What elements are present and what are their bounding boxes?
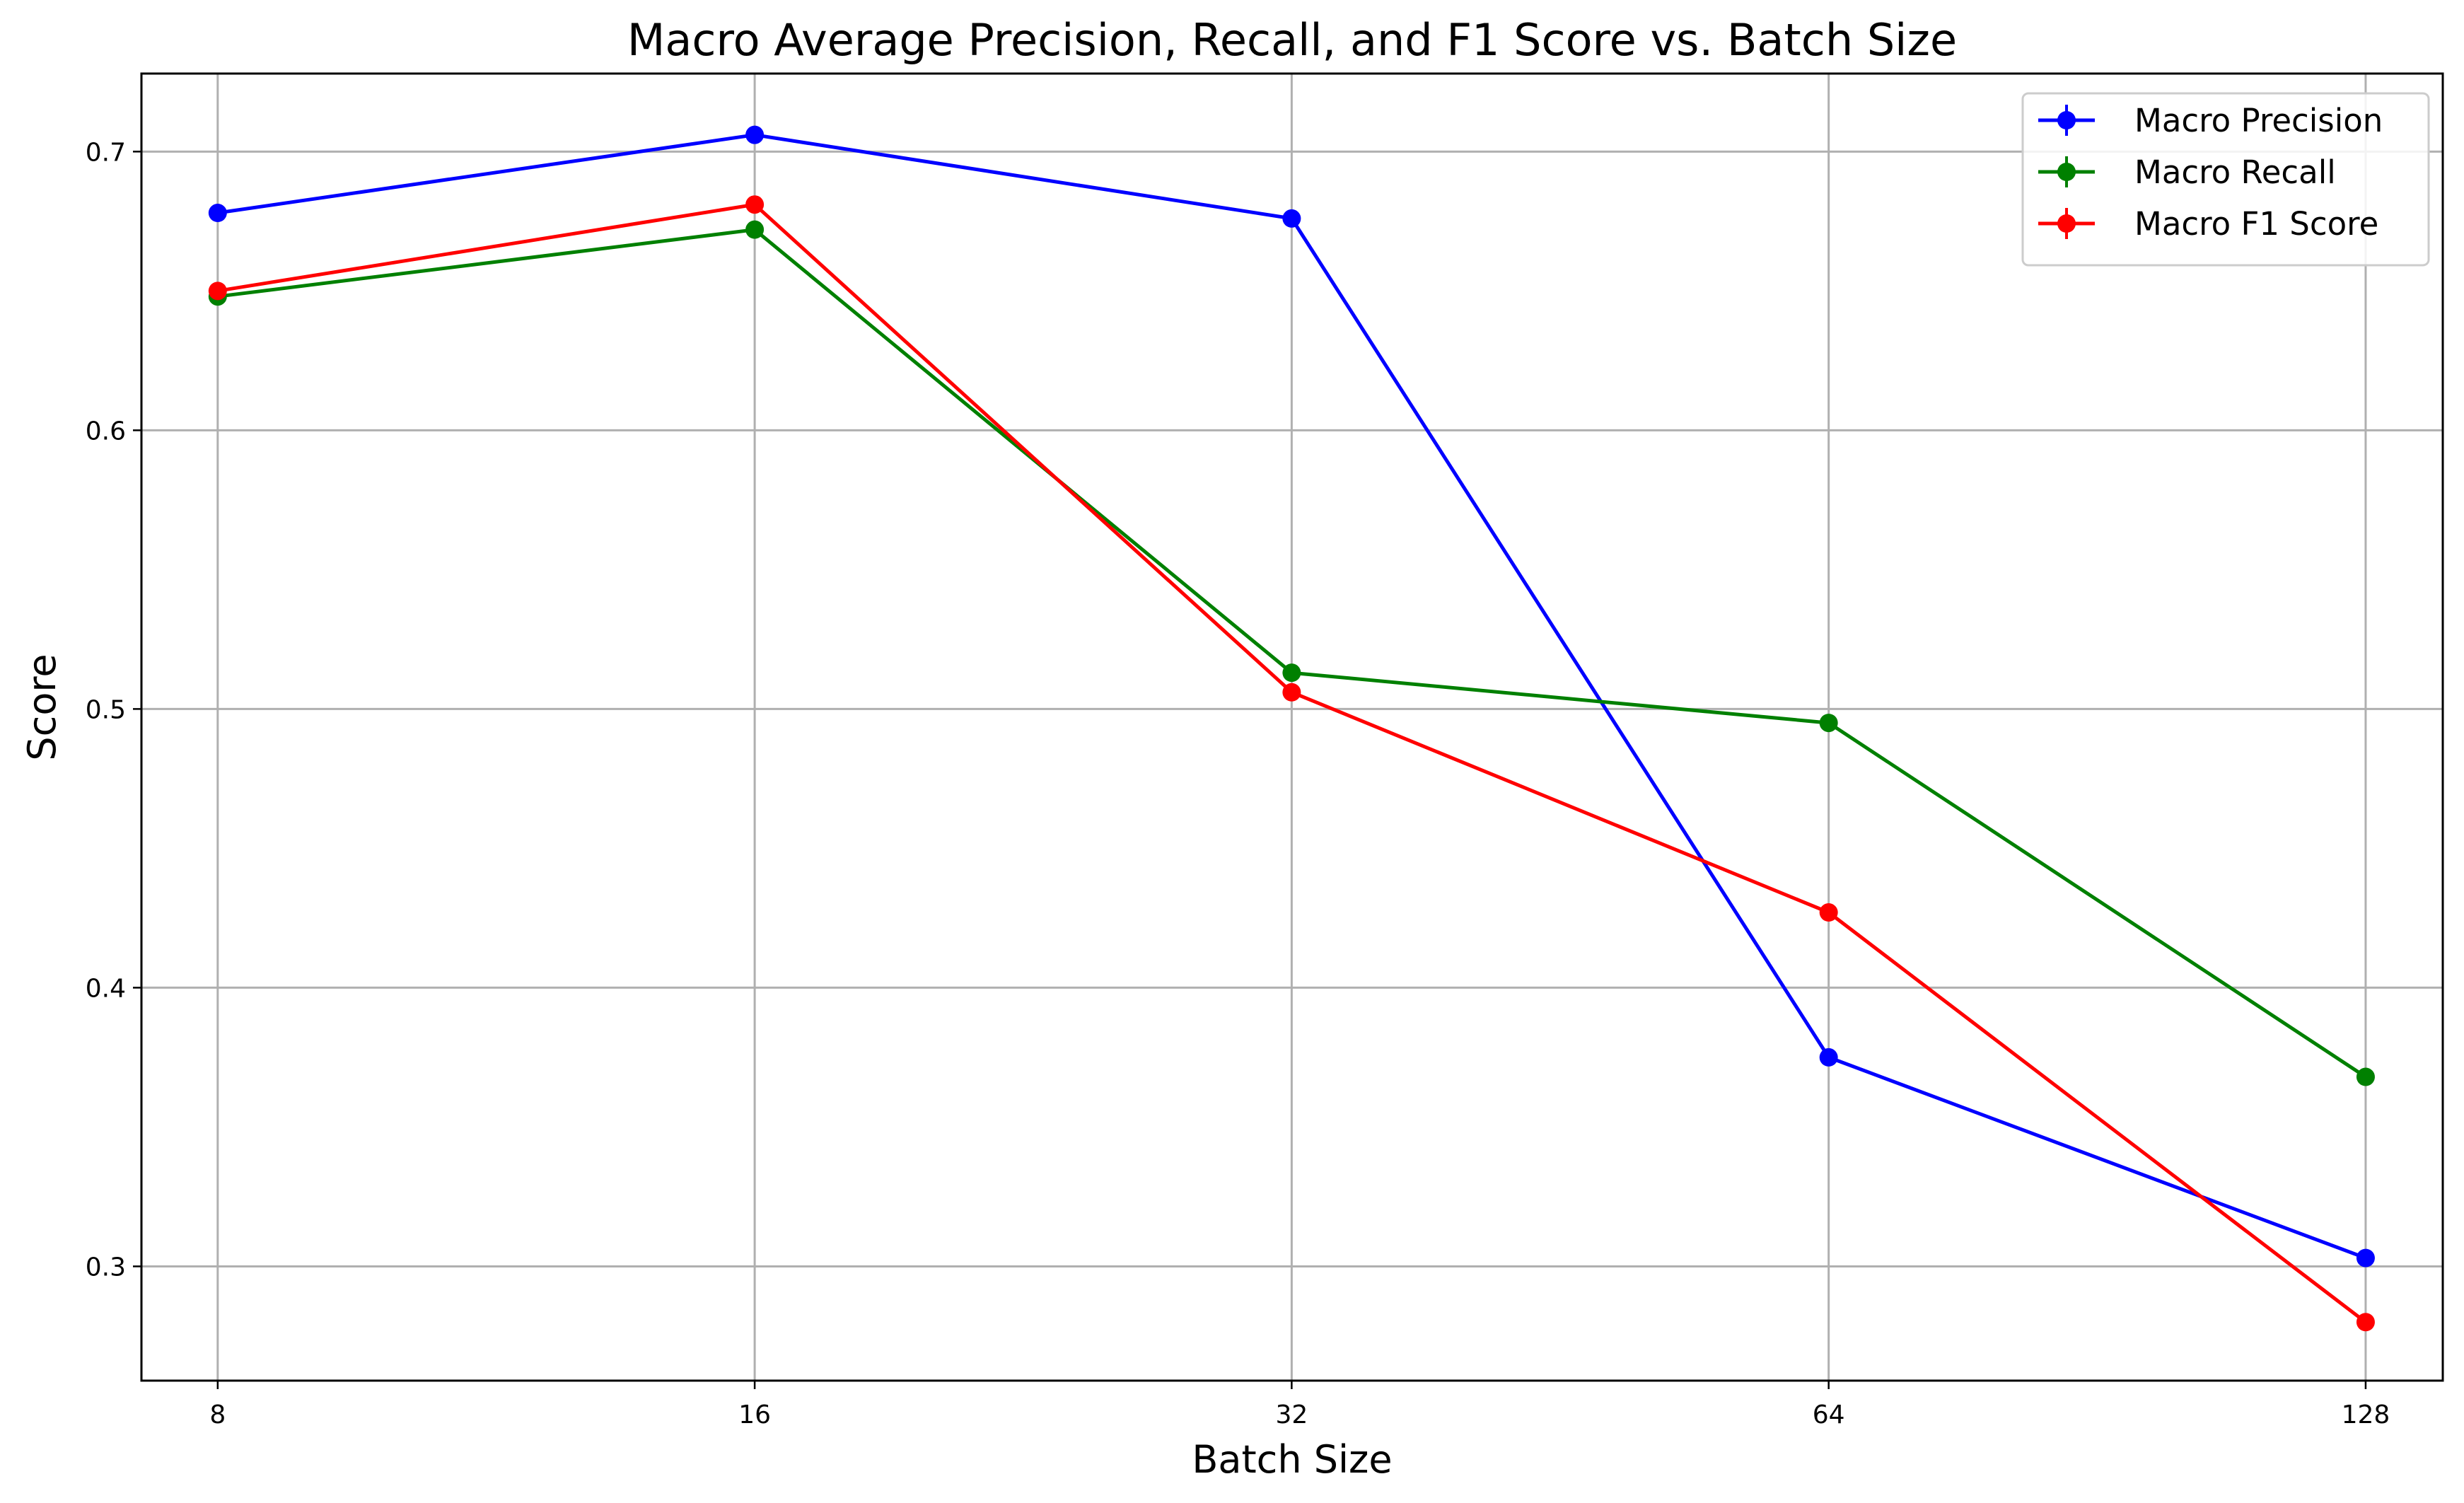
legend-item: Macro F1 Score [2038, 205, 2378, 243]
y-tick-label: 0.3 [86, 1253, 126, 1282]
y-axis-label: Score [20, 654, 64, 760]
data-point-macro-f1-score [1819, 903, 1838, 922]
series-macro-f1-score [208, 195, 2375, 1332]
data-point-macro-precision [1282, 209, 1301, 228]
data-point-macro-precision [2356, 1248, 2375, 1267]
legend-item: Macro Recall [2038, 153, 2336, 191]
legend-swatch-marker [2057, 111, 2076, 129]
data-point-macro-recall [1282, 663, 1301, 683]
legend-swatch-marker [2057, 163, 2076, 181]
data-point-macro-f1-score [2356, 1313, 2375, 1332]
x-tick-label: 8 [209, 1400, 226, 1429]
data-point-macro-precision [745, 125, 765, 144]
x-axis-label: Batch Size [1192, 1437, 1392, 1482]
data-point-macro-precision [208, 204, 227, 223]
data-point-macro-recall [2356, 1067, 2375, 1086]
y-tick-label: 0.6 [86, 417, 126, 446]
legend: Macro Precision Macro Recall Macro F1 Scor… [2021, 92, 2430, 267]
series-macro-recall [208, 220, 2375, 1086]
data-point-macro-precision [1819, 1048, 1838, 1067]
y-axis-ticks: 0.3 0.4 0.5 0.6 0.7 [86, 138, 141, 1282]
y-tick-label: 0.5 [86, 695, 126, 724]
x-tick-label: 16 [738, 1400, 771, 1429]
series-layer [208, 125, 2375, 1332]
series-macro-precision [208, 125, 2375, 1267]
legend-label: Macro F1 Score [2134, 205, 2378, 243]
data-point-macro-f1-score [745, 195, 765, 214]
y-tick-label: 0.4 [86, 974, 126, 1003]
legend-item: Macro Precision [2038, 102, 2383, 139]
legend-label: Macro Recall [2134, 153, 2336, 191]
y-tick-label: 0.7 [86, 138, 126, 167]
legend-swatch-marker [2057, 214, 2076, 233]
x-tick-label: 128 [2342, 1400, 2390, 1429]
legend-label: Macro Precision [2134, 102, 2383, 139]
chart-title: Macro Average Precision, Recall, and F1 … [627, 14, 1957, 66]
x-axis-ticks: 8 16 32 64 128 [209, 1381, 2390, 1429]
data-point-macro-recall [1819, 714, 1838, 733]
data-point-macro-f1-score [208, 282, 227, 301]
x-tick-label: 32 [1275, 1400, 1308, 1429]
data-point-macro-recall [745, 220, 765, 239]
legend-box [2021, 92, 2430, 267]
x-tick-label: 64 [1813, 1400, 1845, 1429]
data-point-macro-f1-score [1282, 683, 1301, 702]
grid [141, 74, 2443, 1381]
